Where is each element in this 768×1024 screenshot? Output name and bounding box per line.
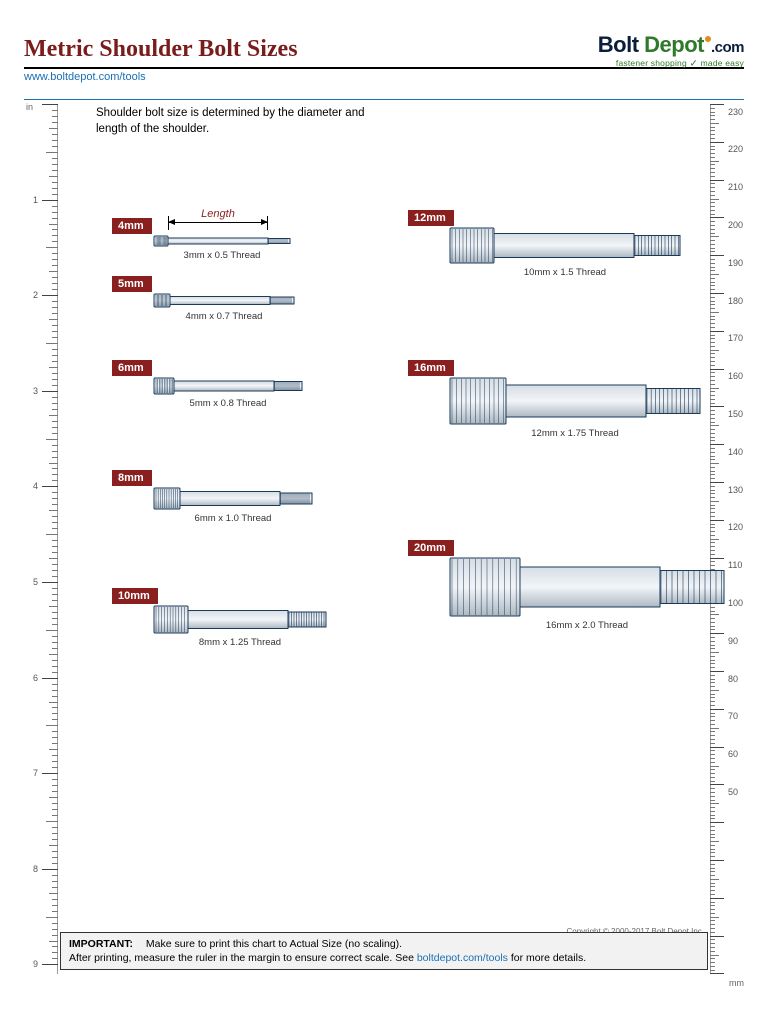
bolt-8mm: 8mm 6mm x 1.0 Thread (112, 468, 314, 524)
footer-note: IMPORTANT: Make sure to print this chart… (60, 932, 708, 970)
ruler-unit-mm: mm (729, 978, 744, 988)
ruler-unit-in: in (26, 102, 33, 112)
bolt-chart: 4mm 3mm x 0.5 Thread Length 5mm 4mm x 0.7… (78, 96, 690, 876)
header-url[interactable]: www.boltdepot.com/tools (24, 71, 744, 83)
logo-com: .com (711, 39, 744, 56)
size-badge: 16mm (408, 360, 454, 376)
bolt-5mm: 5mm 4mm x 0.7 Thread (112, 274, 296, 322)
logo-bolt: Bolt (598, 32, 639, 57)
size-badge: 10mm (112, 588, 158, 604)
bolt-16mm: 16mm 12mm x 1.75 Thread (408, 358, 702, 439)
bolt-12mm: 12mm 10mm x 1.5 Thread (408, 208, 682, 278)
footer-line2a: After printing, measure the ruler in the… (69, 952, 417, 964)
size-badge: 20mm (408, 540, 454, 556)
thread-label: 8mm x 1.25 Thread (152, 637, 328, 648)
logo-depot: Depot (639, 32, 704, 57)
size-badge: 6mm (112, 360, 152, 376)
size-badge: 12mm (408, 210, 454, 226)
size-badge: 8mm (112, 470, 152, 486)
footer-important: IMPORTANT: (69, 938, 133, 950)
length-annotation: Length (168, 208, 268, 223)
logo: Bolt Depot .com fastener shopping ✓ made … (598, 32, 744, 69)
size-badge: 5mm (112, 276, 152, 292)
bolt-10mm: 10mm 8mm x 1.25 Thread (112, 586, 328, 648)
logo-tagline-2: made easy (701, 58, 744, 68)
thread-label: 16mm x 2.0 Thread (448, 620, 726, 631)
check-icon: ✓ (689, 58, 698, 69)
thread-label: 10mm x 1.5 Thread (448, 267, 682, 278)
thread-label: 6mm x 1.0 Thread (152, 513, 314, 524)
footer-link[interactable]: boltdepot.com/tools (417, 952, 508, 964)
thread-label: 4mm x 0.7 Thread (152, 311, 296, 322)
size-badge: 4mm (112, 218, 152, 234)
ruler-inches: in 123456789 (24, 104, 58, 974)
thread-label: 3mm x 0.5 Thread (152, 250, 292, 261)
logo-tagline-1: fastener shopping (616, 58, 687, 68)
thread-label: 12mm x 1.75 Thread (448, 428, 702, 439)
bolt-20mm: 20mm 16mm x 2.0 Thread (408, 538, 726, 631)
page: Metric Shoulder Bolt Sizes Bolt Depot.co… (24, 36, 744, 988)
footer-line1: Make sure to print this chart to Actual … (146, 938, 402, 950)
bolt-6mm: 6mm 5mm x 0.8 Thread (112, 358, 304, 409)
thread-label: 5mm x 0.8 Thread (152, 398, 304, 409)
length-label: Length (168, 208, 268, 220)
footer-line2b: for more details. (511, 952, 586, 964)
